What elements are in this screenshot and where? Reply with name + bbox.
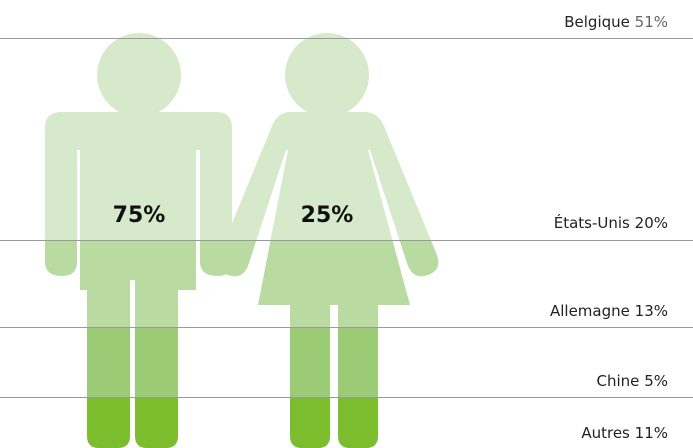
country-label: États-Unis 20% <box>554 213 668 232</box>
country-share: 51% <box>635 13 668 31</box>
country-name: Autres <box>581 424 630 442</box>
country-name: Belgique <box>564 13 630 31</box>
band <box>45 327 439 397</box>
country-name: Allemagne <box>550 302 630 320</box>
country-label: Autres 11% <box>581 424 668 442</box>
country-label: Allemagne 13% <box>550 302 668 320</box>
figure-label: 25% <box>301 203 354 228</box>
country-share: 5% <box>644 372 668 390</box>
country-label: Chine 5% <box>597 372 668 390</box>
country-share: 20% <box>635 214 668 232</box>
country-label: Belgique 51% <box>564 13 668 31</box>
figure-label: 75% <box>113 203 166 228</box>
country-share: 11% <box>635 424 668 442</box>
country-name: États-Unis <box>554 213 630 232</box>
country-name: Chine <box>597 372 640 390</box>
country-share: 13% <box>635 302 668 320</box>
